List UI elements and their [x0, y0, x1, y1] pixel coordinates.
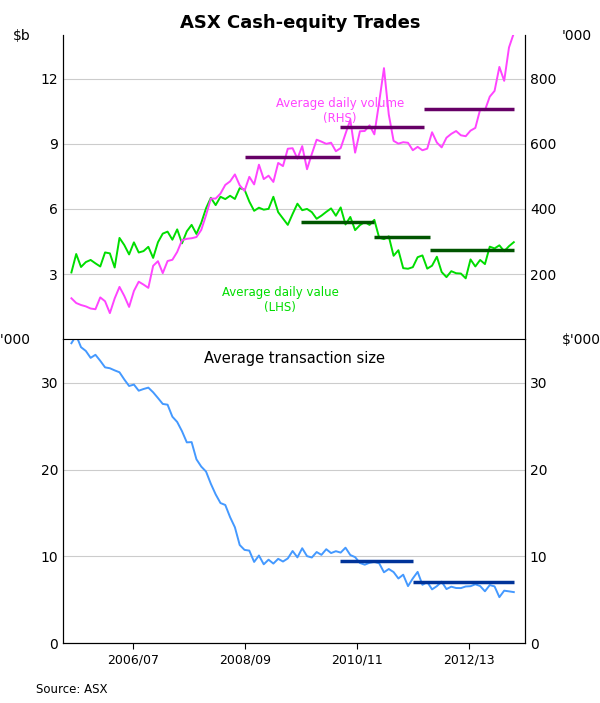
- Y-axis label: $'000: $'000: [0, 333, 31, 347]
- Text: Average transaction size: Average transaction size: [203, 352, 385, 366]
- Y-axis label: $b: $b: [13, 29, 31, 43]
- Text: Source: ASX: Source: ASX: [36, 683, 107, 696]
- Y-axis label: $'000: $'000: [562, 333, 600, 347]
- Y-axis label: '000: '000: [562, 29, 592, 43]
- Text: Average daily volume
(RHS): Average daily volume (RHS): [276, 97, 404, 125]
- Text: Average daily value
(LHS): Average daily value (LHS): [222, 285, 338, 314]
- Text: ASX Cash-equity Trades: ASX Cash-equity Trades: [180, 14, 420, 32]
